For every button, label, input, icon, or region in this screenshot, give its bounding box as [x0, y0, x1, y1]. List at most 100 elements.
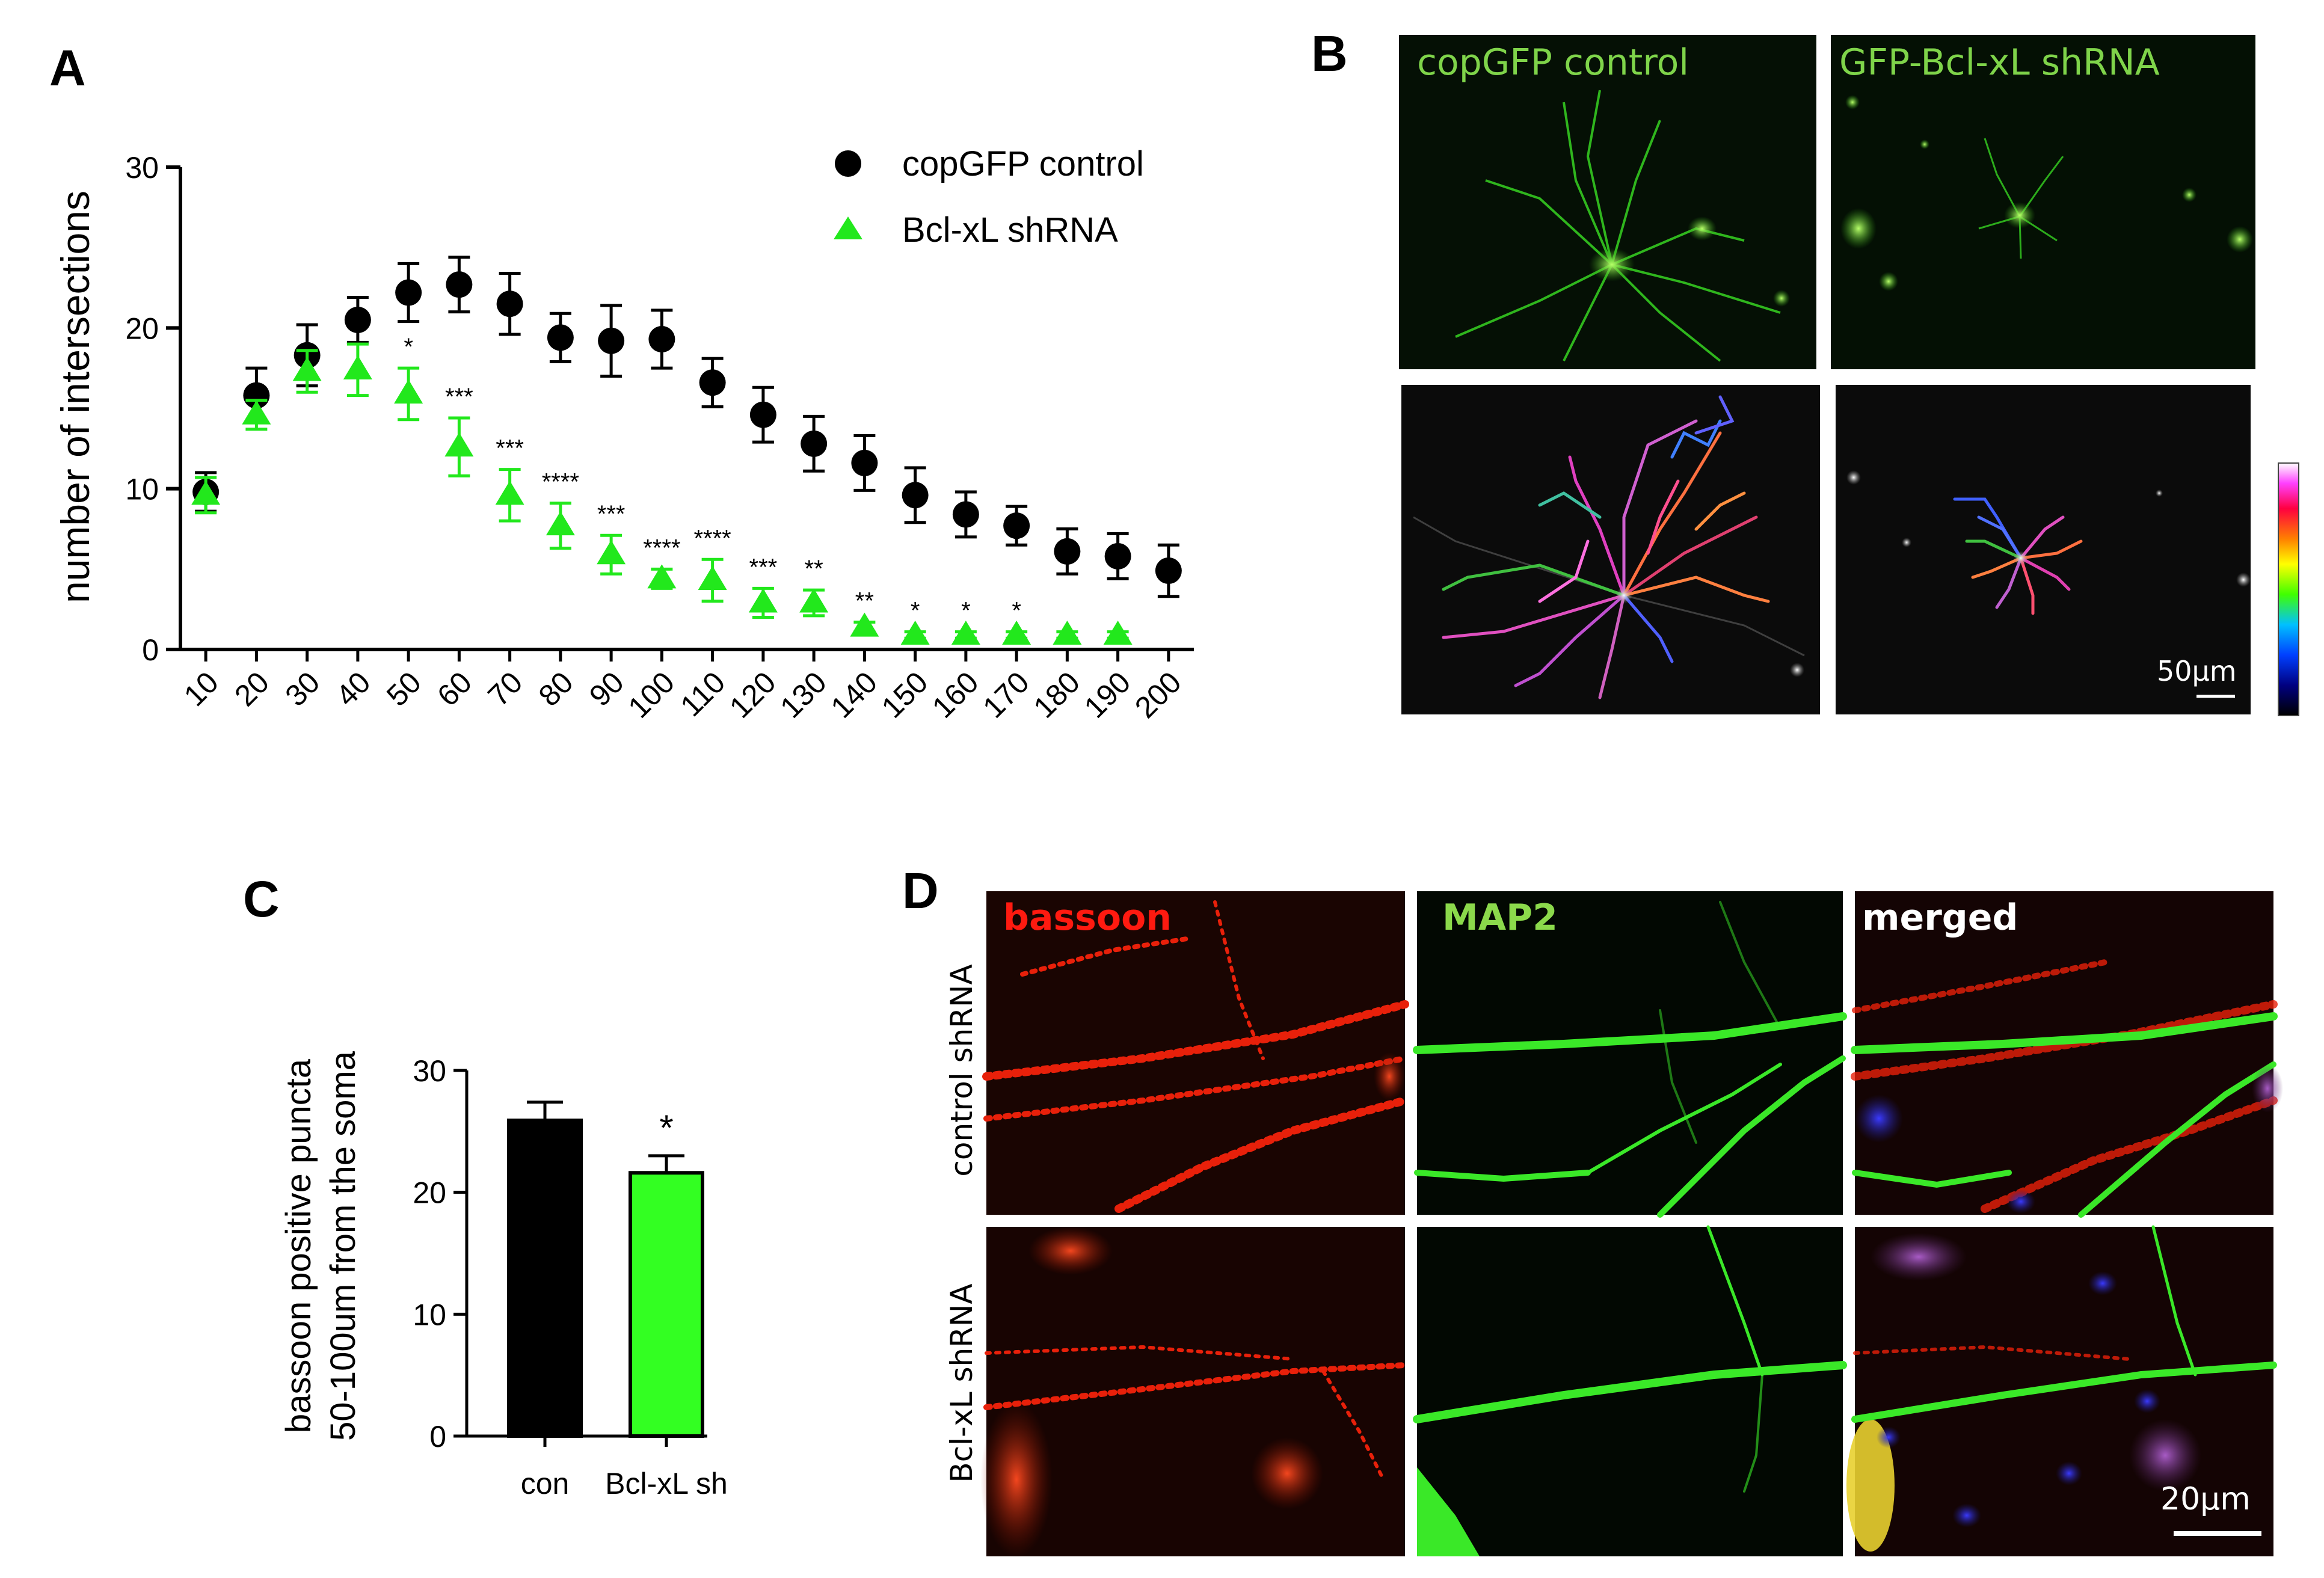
- y-axis-title-c-line2: 50-100um from the soma: [324, 1051, 363, 1441]
- x-tick-label-a: 160: [926, 665, 985, 725]
- data-point-shrna: [394, 379, 423, 404]
- scale-bar-label-b: 50µm: [2157, 655, 2237, 687]
- data-point-control: [952, 501, 979, 528]
- data-point-control: [648, 326, 675, 353]
- significance-label-c: *: [659, 1108, 673, 1148]
- panel-label-b: B: [1311, 25, 1348, 82]
- y-tick-label-c: 0: [429, 1420, 446, 1454]
- panel-label-d: D: [902, 862, 939, 919]
- x-tick-label-a: 60: [431, 665, 478, 713]
- significance-label-a: **: [855, 588, 874, 615]
- chart-c: 0 10 20 30 con Bcl-xL sh *: [413, 1054, 728, 1500]
- data-point-shrna: [1103, 620, 1133, 645]
- y-axis-title-c-line1: bassoon positive puncta: [279, 1058, 318, 1433]
- significance-label-a: ****: [693, 525, 731, 551]
- data-point-shrna: [546, 511, 575, 536]
- y-tick-label-a: 20: [125, 312, 159, 345]
- x-tick-label-c: Bcl-xL sh: [605, 1467, 728, 1500]
- legend-marker-control: [835, 150, 861, 177]
- data-point-shrna: [1053, 620, 1082, 645]
- data-point-shrna: [597, 540, 626, 565]
- data-point-shrna: [900, 620, 930, 645]
- data-point-control: [1104, 542, 1131, 569]
- legend-label-shrna: Bcl-xL shRNA: [902, 210, 1118, 250]
- significance-label-a: ***: [496, 435, 524, 462]
- label-copgfp-control: copGFP control: [1417, 41, 1689, 84]
- x-tick-label-a: 170: [976, 665, 1036, 725]
- y-tick-label-c: 10: [413, 1298, 446, 1331]
- micrograph-d-merged-control: merged: [1851, 891, 2283, 1218]
- micrograph-b-top-left: copGFP control: [1399, 35, 1816, 369]
- micrograph-d-merged-shrna: 20µm: [1846, 1225, 2277, 1556]
- x-tick-label-a: 180: [1027, 665, 1087, 725]
- data-point-control: [243, 382, 270, 409]
- col-label-merged: merged: [1862, 897, 2018, 939]
- data-point-control: [902, 482, 929, 509]
- x-tick-label-a: 20: [228, 665, 275, 713]
- row-label-control: control shRNA: [944, 964, 979, 1176]
- micrograph-d-bassoon-shrna: [980, 1227, 1408, 1558]
- significance-label-a: **: [805, 556, 823, 582]
- panel-label-c: C: [243, 871, 280, 927]
- x-tick-label-a: 200: [1128, 665, 1188, 725]
- x-tick-label-a: 150: [875, 665, 935, 725]
- y-tick-label-c: 30: [413, 1054, 446, 1088]
- bar-c: [629, 1171, 704, 1438]
- color-scale-bar: [2278, 462, 2299, 716]
- significance-label-a: ***: [445, 384, 473, 410]
- significance-label-a: *: [961, 598, 971, 624]
- data-point-control: [749, 401, 776, 428]
- data-point-shrna: [647, 564, 677, 589]
- panel-d: D control shRNA Bcl-xL shRNA bassoon: [902, 862, 2283, 1558]
- micrograph-d-map2-control: MAP2: [1413, 891, 1847, 1218]
- data-point-control: [699, 369, 726, 396]
- data-point-shrna: [343, 355, 372, 379]
- col-label-map2: MAP2: [1442, 897, 1558, 939]
- data-point-control: [801, 430, 828, 457]
- data-point-control: [344, 306, 371, 333]
- data-point-shrna: [495, 480, 524, 505]
- data-point-shrna: [698, 566, 727, 591]
- panel-c: C bassoon positive puncta 50-100um from …: [243, 871, 728, 1500]
- significance-label-a: ***: [597, 501, 626, 527]
- data-point-control: [1054, 538, 1081, 565]
- data-point-shrna: [292, 357, 322, 381]
- bar-c: [507, 1119, 583, 1438]
- data-point-control: [496, 290, 523, 318]
- data-point-shrna: [748, 588, 778, 613]
- y-tick-label-a: 0: [142, 633, 159, 667]
- legend-label-control: copGFP control: [902, 144, 1144, 183]
- x-tick-label-a: 70: [481, 665, 529, 713]
- x-tick-label-a: 140: [825, 665, 884, 725]
- col-label-bassoon: bassoon: [1003, 897, 1172, 939]
- data-point-control: [1155, 557, 1182, 585]
- data-point-control: [1003, 512, 1030, 539]
- x-tick-label-a: 110: [674, 665, 731, 723]
- label-gfp-bclxl-shrna: GFP-Bcl-xL shRNA: [1839, 41, 2160, 84]
- x-tick-label-a: 40: [330, 665, 377, 713]
- x-tick-label-a: 90: [583, 665, 630, 713]
- data-point-control: [851, 449, 878, 476]
- x-tick-label-a: 30: [278, 665, 326, 713]
- x-tick-label-a: 100: [622, 665, 681, 725]
- y-tick-label-c: 20: [413, 1176, 446, 1210]
- x-tick-label-a: 190: [1078, 665, 1137, 725]
- micrograph-b-bottom-right: 50µm: [1836, 385, 2251, 714]
- legend-marker-shrna: [834, 216, 862, 239]
- micrograph-d-map2-shrna: [1413, 1225, 1847, 1556]
- significance-label-a: *: [911, 598, 920, 624]
- micrograph-b-bottom-left: [1401, 385, 1820, 714]
- data-point-shrna: [850, 612, 879, 637]
- data-point-control: [598, 327, 625, 354]
- x-tick-label-a: 80: [532, 665, 580, 713]
- micrograph-b-top-right: GFP-Bcl-xL shRNA: [1831, 35, 2255, 369]
- x-tick-label-c: con: [521, 1467, 570, 1500]
- legend-a: copGFP control Bcl-xL shRNA: [834, 144, 1144, 250]
- panel-label-a: A: [49, 40, 86, 96]
- x-tick-label-a: 130: [773, 665, 833, 725]
- y-tick-label-a: 30: [125, 151, 159, 185]
- data-point-shrna: [191, 480, 221, 505]
- scale-bar-label-d: 20µm: [2160, 1481, 2251, 1517]
